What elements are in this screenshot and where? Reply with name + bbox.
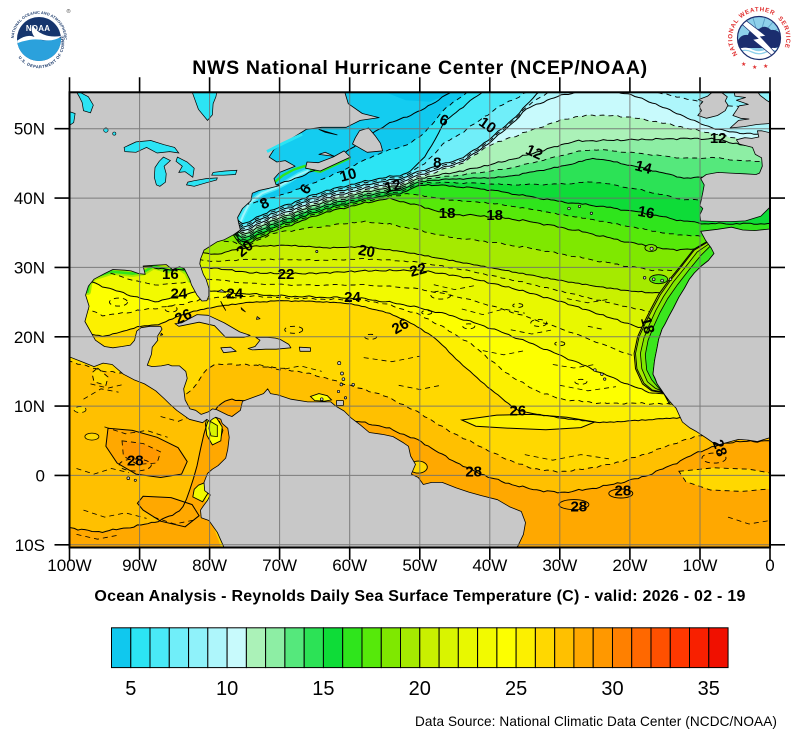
svg-text:5: 5 (125, 678, 136, 700)
svg-text:18: 18 (486, 207, 503, 224)
svg-text:28: 28 (465, 464, 482, 481)
svg-text:18: 18 (637, 315, 658, 336)
svg-text:8: 8 (433, 154, 441, 171)
svg-text:15: 15 (312, 678, 334, 700)
svg-text:28: 28 (709, 437, 731, 458)
svg-text:12: 12 (383, 176, 404, 197)
svg-text:22: 22 (408, 260, 429, 281)
svg-text:28: 28 (570, 498, 587, 515)
svg-text:0: 0 (36, 466, 45, 485)
svg-text:12: 12 (523, 141, 545, 163)
svg-text:14: 14 (633, 157, 654, 178)
svg-text:25: 25 (505, 678, 527, 700)
svg-text:24: 24 (226, 285, 243, 302)
svg-text:26: 26 (389, 315, 412, 338)
svg-text:★: ★ (741, 61, 746, 68)
svg-text:20: 20 (357, 242, 376, 262)
svg-text:28: 28 (127, 453, 144, 470)
svg-text:20: 20 (409, 678, 431, 700)
svg-text:NOAA: NOAA (26, 24, 50, 33)
svg-text:24: 24 (344, 289, 361, 306)
svg-text:10N: 10N (14, 397, 45, 416)
svg-text:20W: 20W (612, 556, 647, 575)
svg-text:★: ★ (752, 64, 757, 71)
svg-text:★: ★ (763, 63, 768, 70)
svg-text:16: 16 (636, 203, 655, 223)
svg-text:18: 18 (439, 205, 456, 222)
svg-text:28: 28 (615, 482, 632, 499)
svg-text:0: 0 (765, 556, 774, 575)
svg-text:50N: 50N (14, 120, 45, 139)
svg-text:30N: 30N (14, 258, 45, 277)
svg-text:26: 26 (509, 403, 526, 420)
svg-text:22: 22 (278, 266, 295, 283)
svg-text:90W: 90W (122, 556, 157, 575)
svg-text:24: 24 (170, 285, 187, 302)
svg-text:80W: 80W (192, 556, 227, 575)
svg-text:30W: 30W (542, 556, 577, 575)
svg-text:60W: 60W (332, 556, 367, 575)
svg-text:10: 10 (338, 165, 359, 186)
svg-text:Ocean Analysis - Reynolds Dail: Ocean Analysis - Reynolds Daily Sea Surf… (94, 588, 745, 605)
svg-text:16: 16 (162, 266, 179, 283)
svg-text:70W: 70W (262, 556, 297, 575)
svg-text:10S: 10S (15, 536, 45, 555)
svg-text:20N: 20N (14, 328, 45, 347)
svg-text:26: 26 (172, 306, 194, 328)
svg-text:30: 30 (601, 678, 623, 700)
svg-text:40N: 40N (14, 189, 45, 208)
svg-text:40W: 40W (472, 556, 507, 575)
svg-text:12: 12 (710, 130, 727, 147)
svg-text:100W: 100W (47, 556, 91, 575)
svg-text:10: 10 (476, 114, 499, 137)
svg-text:10: 10 (216, 678, 238, 700)
svg-text:Data Source: National Climatic: Data Source: National Climatic Data Cent… (415, 714, 777, 729)
svg-text:10W: 10W (683, 556, 718, 575)
svg-text:50W: 50W (402, 556, 437, 575)
svg-text:NWS National Hurricane Center: NWS National Hurricane Center (NCEP/NOAA… (192, 57, 648, 79)
svg-text:35: 35 (698, 678, 720, 700)
svg-text:®: ® (67, 8, 71, 15)
